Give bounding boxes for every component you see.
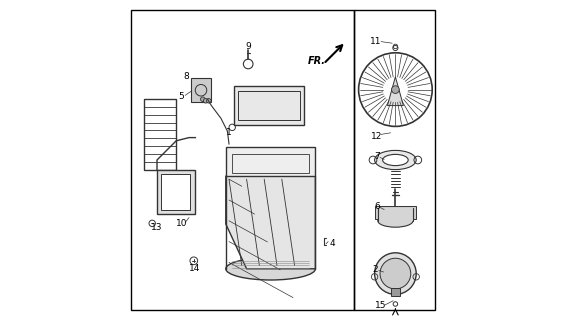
Bar xyxy=(190,78,211,102)
Text: 13: 13 xyxy=(150,223,162,232)
Bar xyxy=(132,10,354,310)
Circle shape xyxy=(203,99,208,103)
Bar xyxy=(390,288,400,296)
Circle shape xyxy=(392,86,399,93)
Polygon shape xyxy=(226,147,315,176)
Text: 14: 14 xyxy=(189,264,201,273)
Ellipse shape xyxy=(374,150,416,170)
Ellipse shape xyxy=(226,258,315,280)
Text: 1: 1 xyxy=(226,128,231,137)
Text: 6: 6 xyxy=(374,202,380,211)
Polygon shape xyxy=(388,77,404,106)
Text: FR.: FR. xyxy=(308,56,326,66)
Text: 5: 5 xyxy=(178,92,184,100)
Bar xyxy=(374,206,416,219)
Text: 15: 15 xyxy=(374,301,386,310)
Bar xyxy=(234,86,304,125)
Bar xyxy=(378,208,413,221)
Text: 4: 4 xyxy=(329,239,335,248)
Ellipse shape xyxy=(382,155,408,166)
Text: 7: 7 xyxy=(374,152,380,161)
Bar xyxy=(161,174,190,210)
Circle shape xyxy=(374,253,416,294)
Circle shape xyxy=(206,99,211,103)
Circle shape xyxy=(380,258,411,289)
Ellipse shape xyxy=(378,214,413,227)
Bar xyxy=(238,91,300,120)
Text: 12: 12 xyxy=(370,132,382,140)
Text: 10: 10 xyxy=(176,219,188,228)
Text: 11: 11 xyxy=(370,37,382,46)
Polygon shape xyxy=(226,176,315,269)
Text: 2: 2 xyxy=(373,265,378,274)
Text: 8: 8 xyxy=(183,72,189,81)
Text: 9: 9 xyxy=(245,42,251,51)
Bar xyxy=(157,170,196,214)
Bar xyxy=(144,99,176,170)
Circle shape xyxy=(201,97,205,101)
Bar xyxy=(232,154,309,173)
Bar xyxy=(354,10,435,310)
